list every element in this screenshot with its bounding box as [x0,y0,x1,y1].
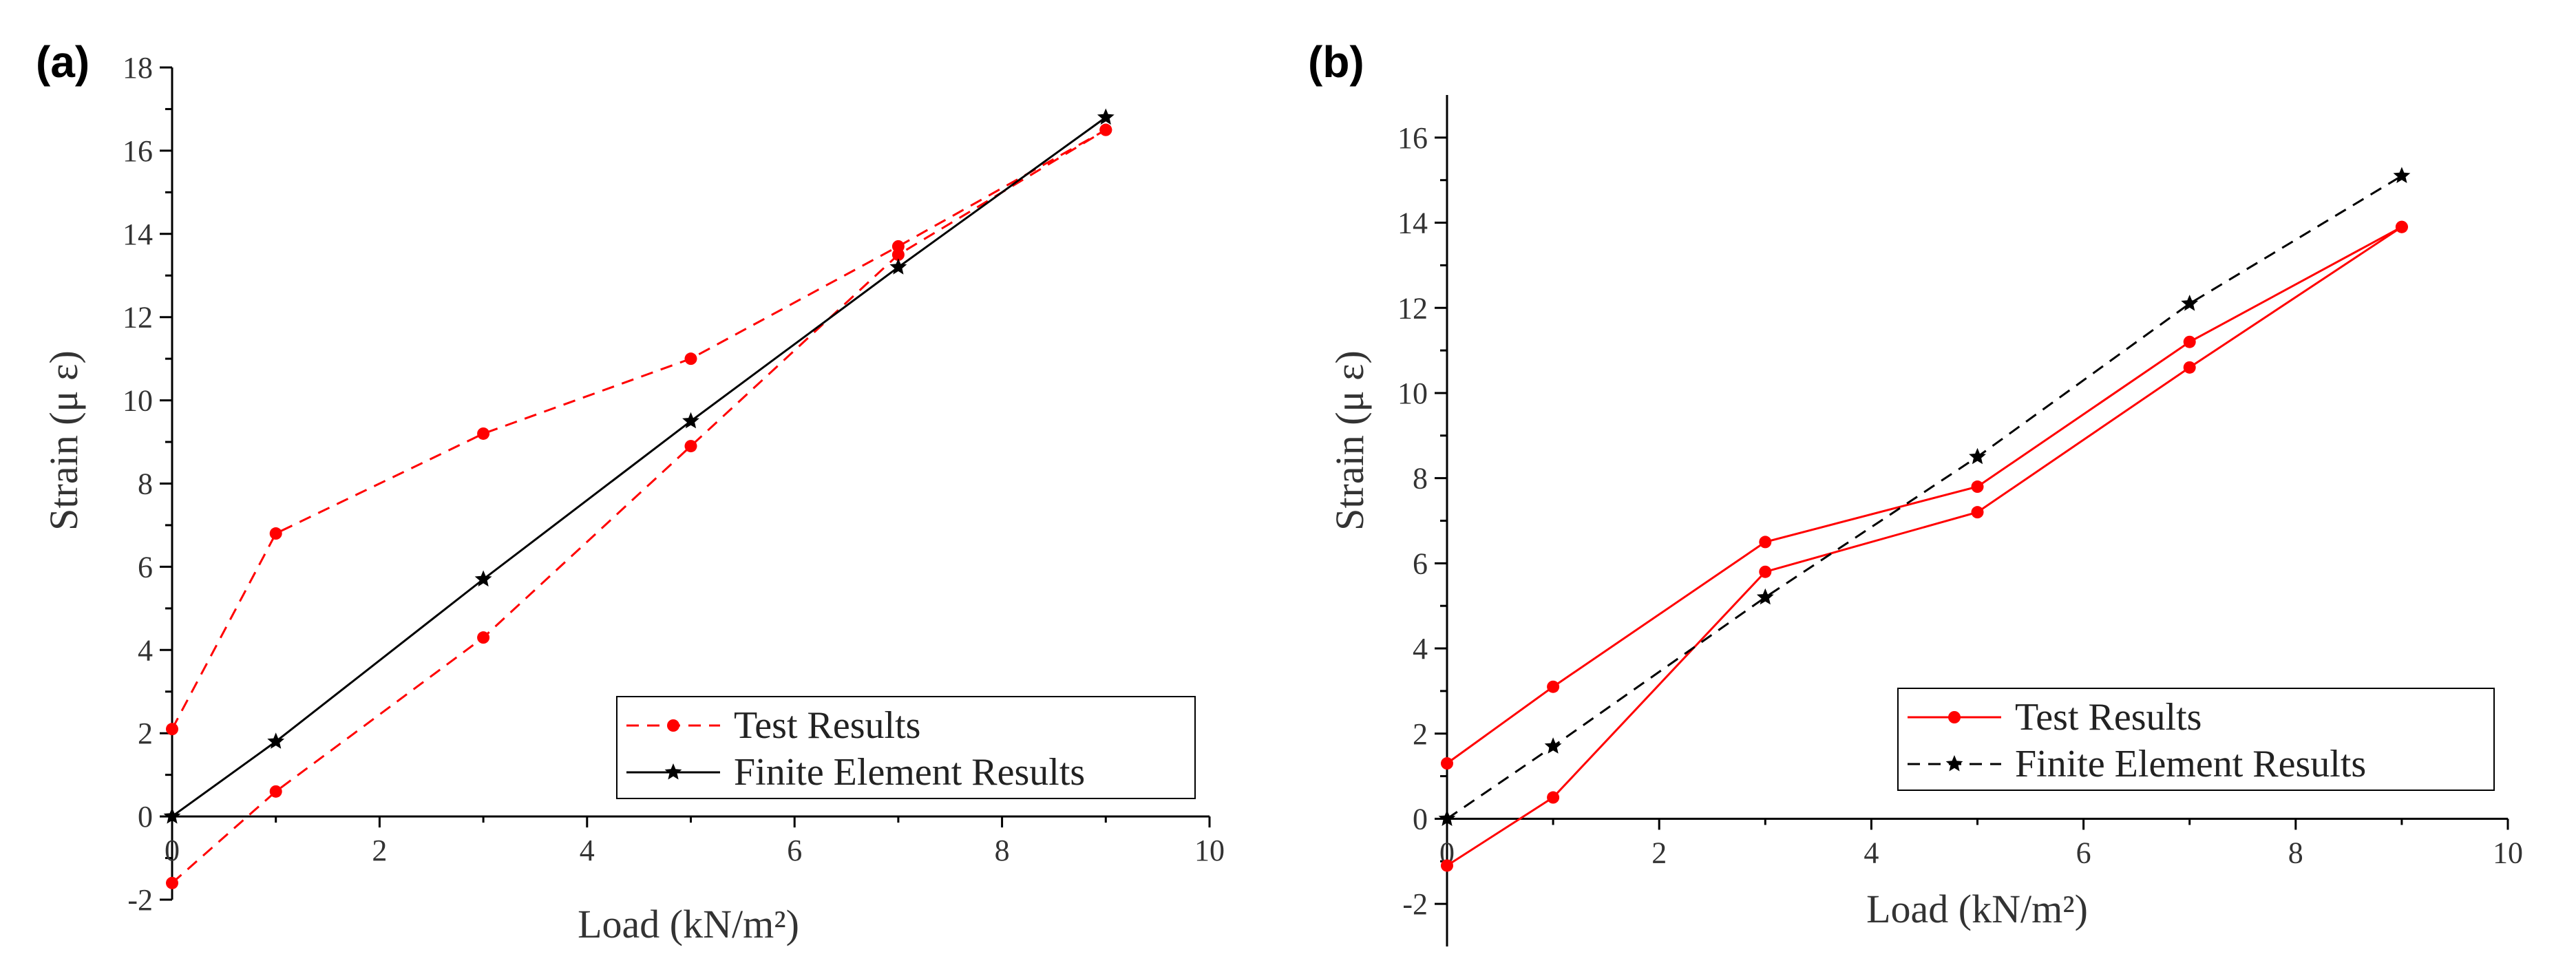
data-point [891,248,905,262]
y-tick-label: -2 [1402,887,1428,921]
x-tick-label: 8 [995,834,1010,867]
x-tick-label: 2 [372,834,387,867]
series-line-test-upper [171,129,1107,730]
data-point [1759,536,1772,549]
data-point [477,631,490,644]
panel-a: (a) -2 0 2 4 6 8 10 12 14 16 18 0 2 4 6 8 10 Load (kN/m²) S… [36,37,1225,946]
y-tick-label: 10 [1397,377,1428,410]
data-point-star [163,807,181,824]
x-tick-label: 4 [580,834,595,867]
panel-label: (a) [36,37,89,87]
data-point [2183,335,2196,348]
legend-box [1897,688,2495,791]
y-tick-label: -2 [127,883,153,917]
series-line-test-lower [171,129,1107,884]
data-point [2183,361,2196,374]
x-tick-label: 6 [2076,836,2091,869]
legend-box [616,696,1196,799]
data-point-star [1097,108,1115,125]
data-point-star [1756,588,1774,605]
data-point-star [1438,809,1456,826]
data-point [1099,123,1112,136]
series-line-fem [1446,175,2403,820]
y-axis-title: Strain (μ ε) [41,350,86,531]
y-tick-label: 14 [1397,207,1428,240]
x-tick-label: 4 [1864,836,1879,869]
series-line-test-lower [1446,226,2403,867]
data-point [477,427,490,440]
data-point [1971,480,1984,494]
series-fem [163,108,1115,824]
y-tick-label: 2 [1413,717,1428,751]
x-tick-label: 8 [2288,836,2303,869]
data-point [166,876,178,889]
x-axis-title: Load (kN/m²) [578,902,799,946]
y-tick-label: 6 [1413,547,1428,580]
y-tick-label: 12 [123,301,153,335]
data-point-star [474,570,492,587]
series-test-upper [166,123,1112,736]
y-tick-label: 4 [1413,632,1428,666]
y-tick-label: 2 [138,717,153,750]
data-point [1547,791,1560,804]
legend-marker [1948,711,1961,723]
series-test-upper [1441,220,2408,770]
data-point [1971,506,1984,519]
y-tick-label: 16 [1397,121,1428,155]
y-tick-label: 16 [123,134,153,168]
y-tick-label: 14 [123,218,153,251]
data-point [684,352,697,366]
legend-label: Test Results [2015,696,2202,739]
x-axis-title: Load (kN/m²) [1866,887,2088,931]
y-axis-title: Strain (μ ε) [1327,350,1372,531]
data-point-star [889,258,907,275]
legend-label: Test Results [734,704,920,747]
series-test-lower [166,123,1112,889]
y-tick-label: 12 [1397,291,1428,325]
data-point-star [1544,737,1562,754]
series-test-lower [1441,220,2408,872]
data-point [2395,220,2408,233]
data-point [1759,565,1772,578]
series-line-test-upper [1446,226,2403,765]
y-tick-label: 10 [123,384,153,418]
data-point [269,527,282,540]
x-tick-label: 10 [1194,834,1225,867]
legend-marker [667,719,679,732]
data-point [1441,757,1453,770]
legend-marker [1945,755,1963,772]
x-tick-label: 2 [1651,836,1667,869]
y-tick-label: 6 [138,550,153,584]
legend-label: Finite Element Results [2015,743,2366,785]
data-point-star [1969,447,1986,465]
data-point [1441,859,1453,872]
data-point-star [267,732,285,749]
x-tick-label: 6 [787,834,802,867]
x-tick-label: 0 [165,834,180,867]
x-tick-label: 10 [2493,836,2523,869]
series-fem [1438,167,2411,826]
y-tick-label: 8 [138,467,153,501]
panel-label: (b) [1308,37,1364,87]
data-point [1547,680,1560,693]
y-tick-label: 18 [123,51,153,85]
data-point-star [682,412,699,429]
data-point-star [2393,167,2411,183]
legend-marker [664,763,682,780]
y-tick-label: 0 [1413,802,1428,836]
data-point [166,723,178,736]
data-point [269,785,282,798]
legend-label: Finite Element Results [734,751,1085,794]
y-tick-label: 8 [1413,462,1428,496]
data-point-star [2181,295,2199,311]
y-tick-label: 0 [138,800,153,834]
y-tick-label: 4 [138,633,153,667]
series-line-fem [171,116,1107,818]
data-point [684,440,697,453]
